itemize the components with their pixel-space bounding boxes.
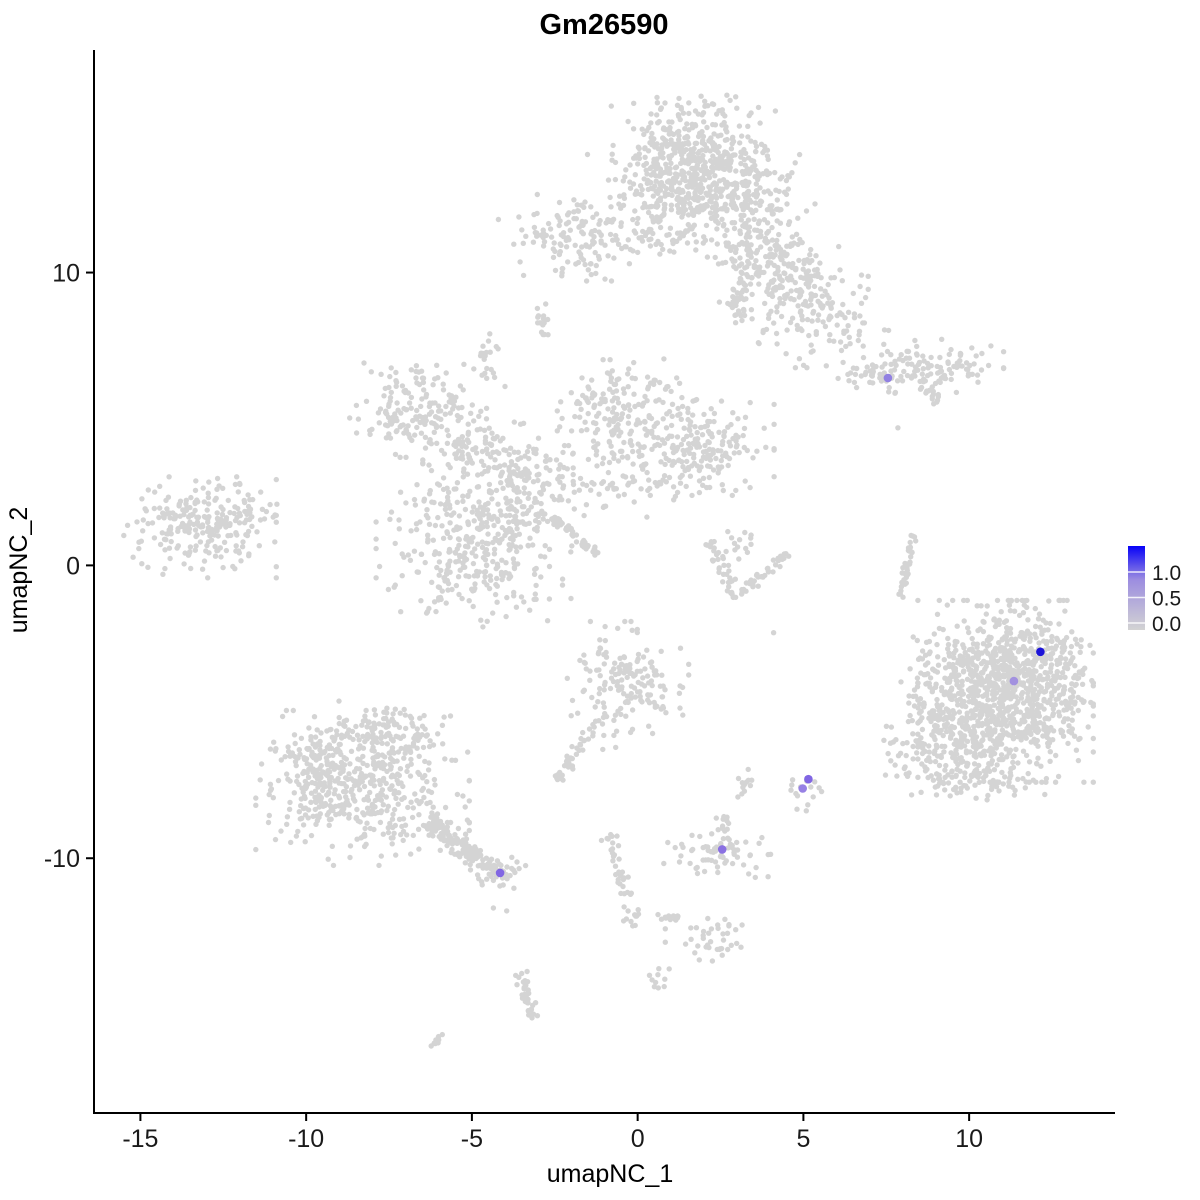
expressing-cell [1036,647,1045,657]
axes: -15 -10 -5 0 5 10 10 0 -10 [44,50,1115,1153]
x-axis-ticks: -15 -10 -5 0 5 10 [122,1113,983,1153]
x-tick-label: 0 [631,1125,645,1153]
x-tick-label: 10 [955,1125,983,1153]
x-tick-label: -10 [288,1125,324,1153]
y-tick-label: 0 [66,552,80,580]
y-tick-label: -10 [44,845,80,873]
legend-label: 0.5 [1152,588,1181,611]
legend-label: 0.0 [1152,613,1181,636]
expressing-cell [804,774,813,784]
legend-tick-marks [1128,571,1145,624]
plot-title: Gm26590 [540,9,669,41]
umap-points-layer [121,92,1097,1049]
y-axis-title: umapNC_2 [5,507,33,633]
expressing-cell [883,373,893,383]
expressing-cell [717,845,727,854]
legend-label: 1.0 [1152,562,1181,585]
legend-gradient-bar [1128,546,1145,630]
x-tick-label: -5 [461,1125,483,1153]
x-tick-label: 5 [796,1125,810,1153]
x-tick-label: -15 [122,1125,158,1153]
expressing-cell [1009,676,1019,686]
legend-labels: 1.0 0.50.0 [1152,562,1181,636]
x-axis-title: umapNC_1 [547,1160,673,1188]
expressing-cells-layer [495,373,1045,878]
y-axis-ticks: 10 0 -10 [44,260,94,873]
expressing-cell [798,784,807,793]
y-tick-label: 10 [52,260,80,288]
expressing-cell [495,868,505,878]
legend-colorbar: 1.0 0.50.0 [1128,546,1181,636]
